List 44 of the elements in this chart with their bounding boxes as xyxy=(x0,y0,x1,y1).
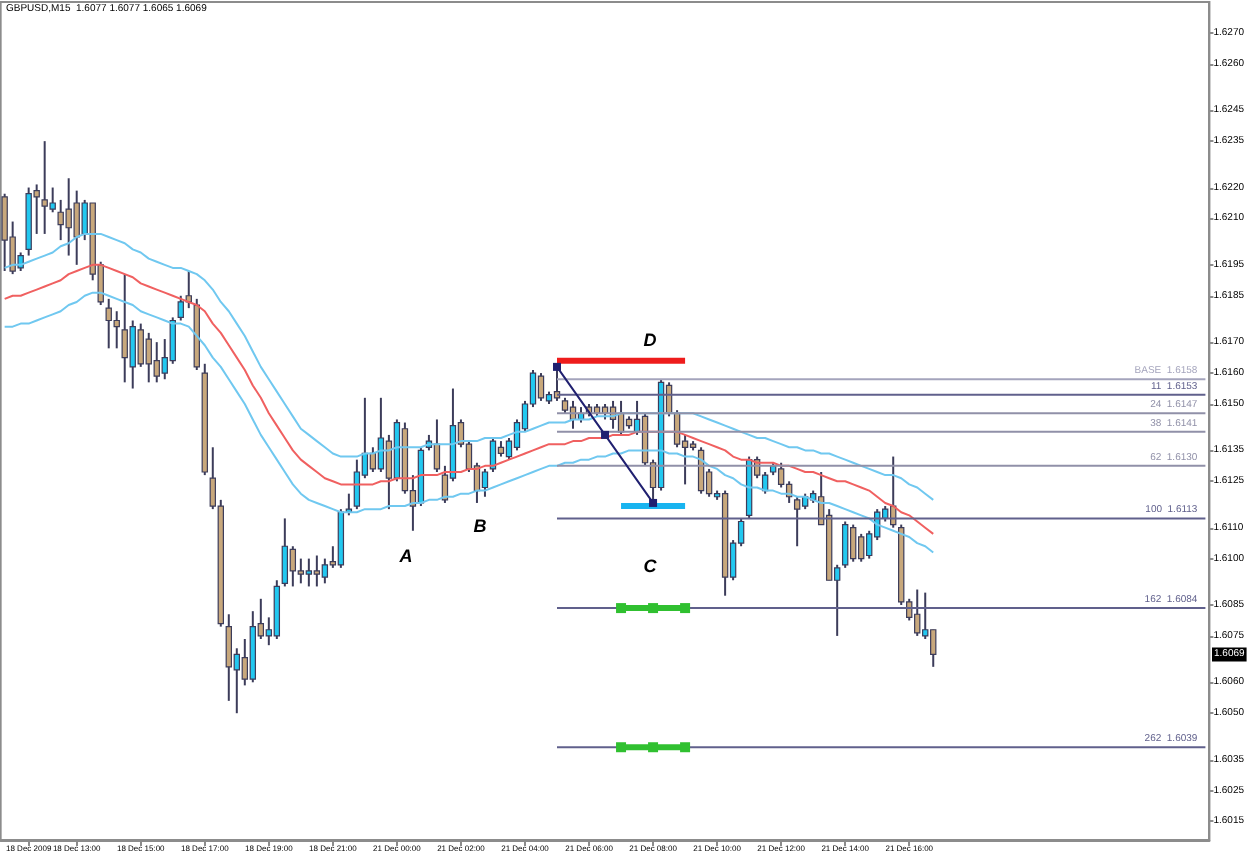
candlestick xyxy=(153,341,160,384)
candlestick xyxy=(177,294,184,322)
candlestick xyxy=(481,467,489,498)
candlestick xyxy=(57,198,64,242)
candlestick xyxy=(841,520,849,569)
candlestick xyxy=(914,588,921,637)
candlestick xyxy=(121,273,128,384)
candlestick xyxy=(281,517,289,588)
candlestick xyxy=(433,418,441,474)
annotation: C xyxy=(643,556,658,576)
annotation: A xyxy=(397,546,413,566)
point xyxy=(601,430,610,439)
point xyxy=(680,603,691,614)
point xyxy=(616,742,627,753)
point xyxy=(648,603,659,614)
candlestick xyxy=(105,297,112,350)
candlestick xyxy=(41,140,48,235)
candlestick xyxy=(857,532,865,563)
candlestick xyxy=(297,557,305,585)
candlestick xyxy=(137,322,144,368)
annotation: D xyxy=(643,330,658,350)
candlestick xyxy=(289,545,297,588)
point xyxy=(648,742,659,753)
candlestick xyxy=(537,372,545,402)
candlestick xyxy=(793,495,801,548)
annotation: B xyxy=(473,516,488,536)
candlestick xyxy=(777,461,785,489)
point xyxy=(680,742,691,753)
candlestick xyxy=(65,177,72,257)
candlestick xyxy=(489,437,497,474)
candlestick xyxy=(313,554,321,588)
candlestick xyxy=(849,523,857,563)
point xyxy=(616,603,627,614)
candlestick xyxy=(225,613,232,702)
candlestick xyxy=(353,458,361,511)
candlestick xyxy=(930,628,937,668)
line-series xyxy=(3,263,935,535)
candlestick xyxy=(1,192,8,273)
candlestick xyxy=(321,557,329,585)
point xyxy=(649,498,658,507)
candlestick xyxy=(377,396,385,474)
candlestick xyxy=(305,557,313,588)
point xyxy=(553,362,561,371)
candlestick xyxy=(145,331,152,384)
